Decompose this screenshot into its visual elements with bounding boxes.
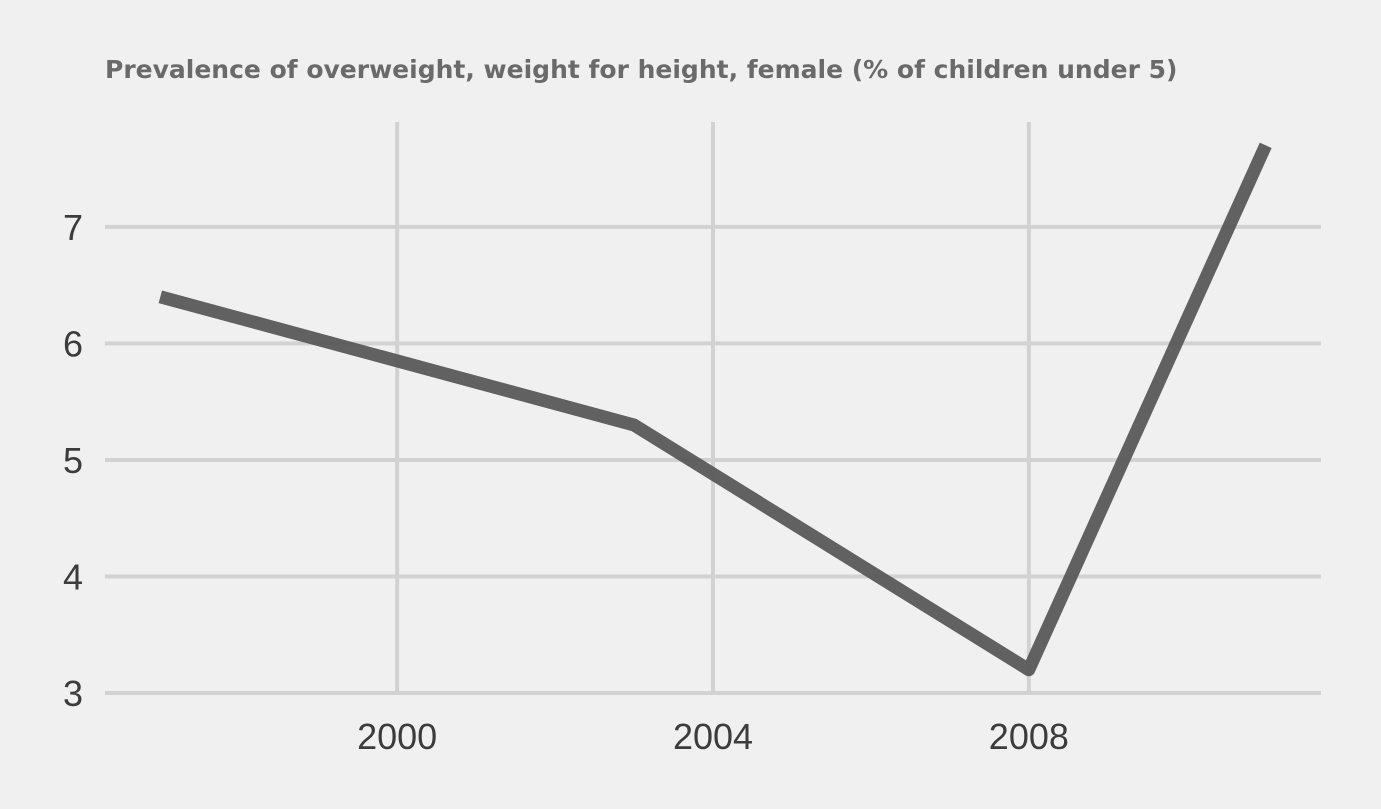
x-tick-label: 2004 xyxy=(673,716,753,757)
x-gridlines xyxy=(395,122,1031,693)
y-tick-label: 7 xyxy=(63,207,83,248)
series-layer xyxy=(158,142,1272,677)
y-axis-tick-labels: 3 4 5 6 7 xyxy=(63,207,83,714)
series-line xyxy=(158,142,1272,677)
x-tick-label: 2008 xyxy=(989,716,1069,757)
y-tick-label: 3 xyxy=(63,673,83,714)
y-tick-label: 6 xyxy=(63,323,83,364)
y-tick-label: 5 xyxy=(63,440,83,481)
y-tick-label: 4 xyxy=(63,556,83,597)
chart-title: Prevalence of overweight, weight for hei… xyxy=(105,55,1178,84)
x-tick-label: 2000 xyxy=(357,716,437,757)
x-axis-tick-labels: 2000 2004 2008 xyxy=(357,716,1069,757)
